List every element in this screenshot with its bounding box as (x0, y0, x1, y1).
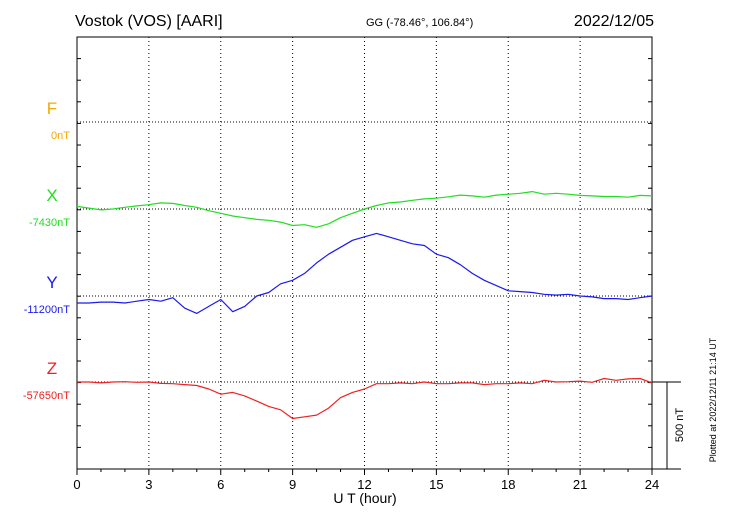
grid-layer (77, 37, 652, 469)
channel-name-y: Y (46, 273, 57, 292)
x-tick-label: 12 (357, 477, 371, 492)
channel-baseline-z: -57650nT (23, 390, 70, 402)
channel-baseline-y: -11200nT (24, 304, 71, 316)
x-tick-label: 6 (217, 477, 224, 492)
x-tick-label: 18 (501, 477, 515, 492)
channel-name-x: X (46, 186, 57, 205)
date-label: 2022/12/05 (574, 13, 654, 30)
channel-labels: F 0nT X -7430nT Y -11200nT Z -57650nT (23, 99, 70, 402)
x-tick-label: 21 (573, 477, 587, 492)
series-layer (76, 191, 653, 420)
x-tick-label: 0 (73, 477, 80, 492)
series-y (77, 232, 653, 314)
series-x (76, 191, 653, 228)
series-z (77, 377, 653, 420)
channel-name-z: Z (47, 359, 57, 378)
channel-baseline-x: -7430nT (29, 217, 70, 229)
station-title: Vostok (VOS) [AARI] (75, 13, 223, 30)
channel-baseline-f: 0nT (51, 130, 70, 142)
x-axis-label: U T (hour) (333, 490, 396, 506)
station-coordinates: GG (-78.46°, 106.84°) (366, 17, 473, 29)
plotted-timestamp: Plotted at 2022/12/11 21:14 UT (708, 337, 718, 462)
scale-bar: 500 nT (652, 381, 686, 470)
x-axis: 0 3 6 9 12 15 18 21 24 (73, 36, 659, 492)
scale-bar-label: 500 nT (674, 408, 686, 443)
x-tick-label: 3 (145, 477, 152, 492)
channel-name-f: F (47, 99, 57, 118)
x-tick-label: 15 (429, 477, 443, 492)
x-tick-label: 24 (645, 477, 659, 492)
x-tick-label: 9 (289, 477, 296, 492)
